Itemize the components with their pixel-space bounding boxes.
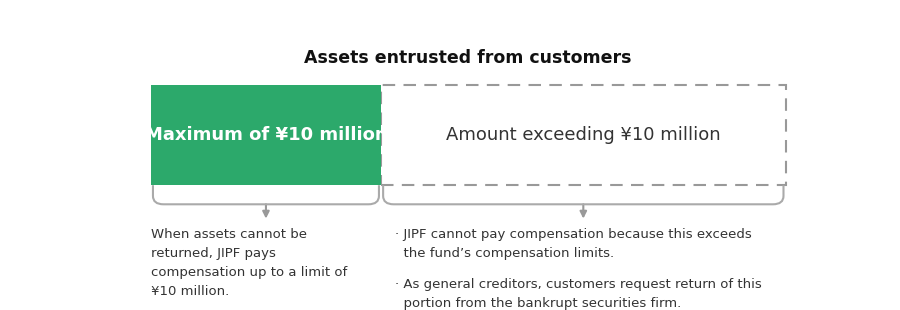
Text: Maximum of ¥10 million: Maximum of ¥10 million bbox=[145, 126, 387, 144]
Text: · JIPF cannot pay compensation because this exceeds
  the fund’s compensation li: · JIPF cannot pay compensation because t… bbox=[395, 228, 752, 260]
Text: Assets entrusted from customers: Assets entrusted from customers bbox=[304, 49, 632, 67]
Text: When assets cannot be
returned, JIPF pays
compensation up to a limit of
¥10 mill: When assets cannot be returned, JIPF pay… bbox=[151, 228, 347, 298]
Bar bbox=[151, 85, 381, 185]
Text: Amount exceeding ¥10 million: Amount exceeding ¥10 million bbox=[446, 126, 721, 144]
Text: · As general creditors, customers request return of this
  portion from the bank: · As general creditors, customers reques… bbox=[395, 278, 761, 310]
Bar bbox=[381, 85, 786, 185]
